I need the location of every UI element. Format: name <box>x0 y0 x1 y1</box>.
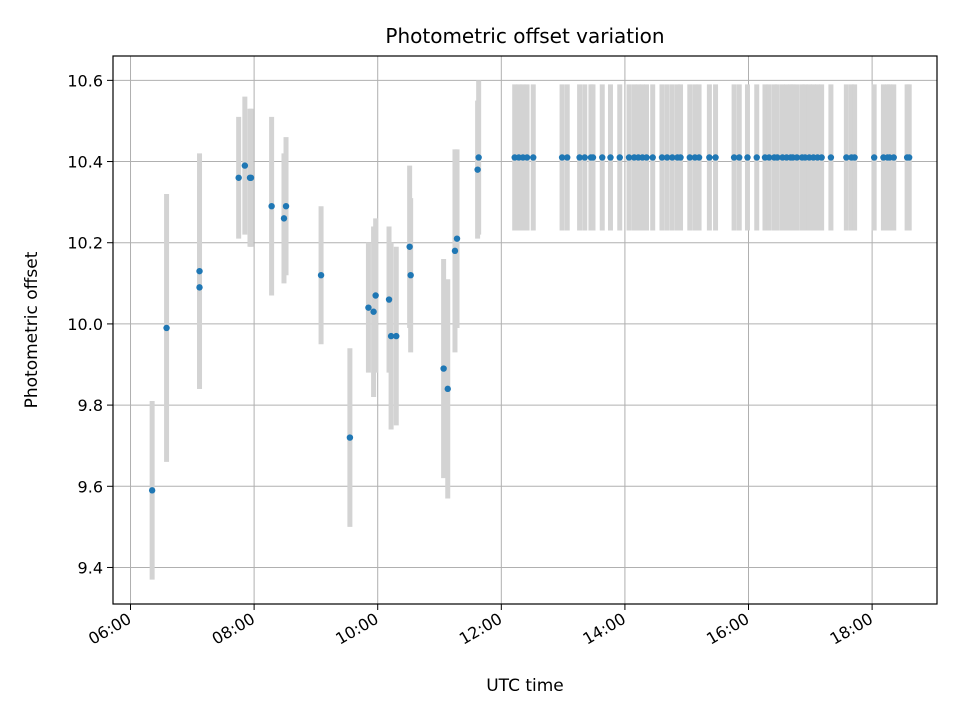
data-point <box>712 154 719 161</box>
plot-frame <box>112 55 938 605</box>
chart-title: Photometric offset variation <box>385 24 664 48</box>
data-point <box>406 243 413 250</box>
data-point <box>686 154 693 161</box>
data-point <box>589 154 597 161</box>
data-point <box>581 154 588 161</box>
data-point <box>744 154 751 161</box>
data-point <box>599 154 606 161</box>
y-tick-label: 9.4 <box>78 558 103 577</box>
data-point <box>695 154 703 161</box>
data-point <box>677 154 684 161</box>
data-point <box>148 487 156 494</box>
data-point <box>669 154 676 161</box>
data-point <box>393 332 400 340</box>
y-tick-label: 9.6 <box>78 477 103 496</box>
data-point <box>607 154 614 161</box>
y-axis: 9.4 9.6 9.8 10.0 10.2 10.4 10.6 <box>67 71 113 577</box>
data-point <box>247 174 255 181</box>
data-point <box>365 304 372 311</box>
data-point <box>444 385 451 393</box>
data-point <box>663 154 671 161</box>
data-point <box>235 174 242 181</box>
y-tick-label: 10.6 <box>67 71 103 90</box>
data-point <box>407 272 414 279</box>
data-point <box>370 308 377 315</box>
data-point <box>793 154 801 161</box>
data-points <box>148 154 913 494</box>
data-point <box>576 154 583 161</box>
data-point <box>475 154 482 161</box>
data-point <box>564 154 571 161</box>
data-point <box>905 154 913 161</box>
data-point <box>753 154 760 161</box>
data-point <box>196 284 203 291</box>
data-point <box>372 292 379 299</box>
data-point <box>440 365 447 372</box>
data-point <box>870 154 878 161</box>
data-point <box>451 247 459 255</box>
data-point <box>827 154 835 161</box>
y-tick-label: 10.4 <box>67 153 103 172</box>
data-point <box>774 154 781 161</box>
data-point <box>643 154 650 161</box>
data-point <box>616 154 623 161</box>
data-point <box>385 296 393 303</box>
data-point <box>730 154 738 161</box>
data-point <box>851 154 858 161</box>
data-point <box>649 154 656 161</box>
data-point <box>387 332 395 340</box>
data-point <box>765 154 773 161</box>
data-point <box>736 154 743 161</box>
data-point <box>706 154 713 161</box>
data-point <box>346 434 354 441</box>
data-point <box>282 202 290 210</box>
y-tick-label: 9.8 <box>78 396 103 415</box>
data-point <box>163 324 170 332</box>
data-point <box>530 154 537 161</box>
data-point <box>196 267 203 275</box>
x-axis-label: UTC time <box>486 676 564 696</box>
y-tick-label: 10.2 <box>67 234 103 253</box>
data-point <box>818 154 825 161</box>
data-point <box>625 154 633 161</box>
data-point <box>280 215 288 222</box>
data-point <box>558 154 566 161</box>
data-point <box>453 235 461 242</box>
data-point <box>658 154 666 161</box>
y-axis-label: Photometric offset <box>22 251 42 408</box>
data-point <box>474 166 481 173</box>
data-point <box>523 154 531 161</box>
data-point <box>268 202 275 210</box>
data-point <box>890 154 897 161</box>
data-point <box>317 272 325 279</box>
y-tick-label: 10.0 <box>67 315 103 334</box>
data-point <box>241 162 249 169</box>
data-point <box>843 154 850 161</box>
